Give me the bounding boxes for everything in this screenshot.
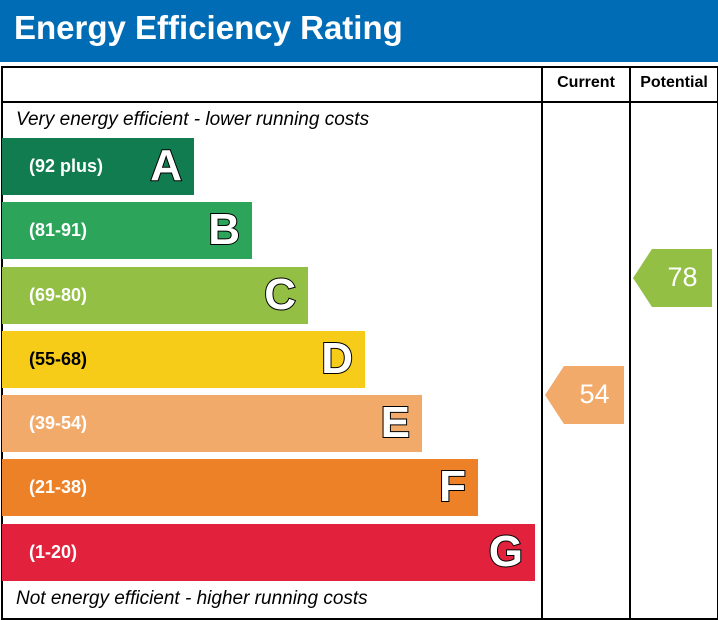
band-letter: E — [380, 397, 411, 448]
band-bar-d: (55-68) D — [2, 331, 365, 388]
bottom-note: Not energy efficient - higher running co… — [16, 588, 368, 609]
band-bar-a: (92 plus) A — [2, 138, 194, 195]
band-letter: F — [438, 461, 467, 512]
band-range: (1-20) — [29, 542, 78, 562]
band-bar-c: (69-80) C — [2, 267, 308, 324]
potential-rating-value: 78 — [667, 262, 698, 292]
current-rating-arrow: 54 — [545, 366, 624, 424]
column-divider — [629, 66, 631, 618]
band-range: (81-91) — [29, 220, 88, 240]
band-letter: D — [320, 333, 354, 384]
band-range: (21-38) — [29, 477, 88, 497]
band-range: (39-54) — [29, 413, 88, 433]
band-letter: C — [263, 269, 297, 320]
header-bar: Energy Efficiency Rating — [0, 0, 718, 62]
potential-rating-arrow: 78 — [633, 249, 712, 307]
band-range: (55-68) — [29, 349, 88, 369]
top-note: Very energy efficient - lower running co… — [16, 109, 370, 130]
band-bar-b: (81-91) B — [2, 202, 252, 259]
band-letter: A — [149, 140, 183, 191]
band-bar-f: (21-38) F — [2, 459, 478, 516]
band-bar-e: (39-54) E — [2, 395, 422, 452]
header-divider — [1, 101, 717, 103]
chart-title: Energy Efficiency Rating — [14, 9, 403, 46]
current-rating-value: 54 — [579, 379, 610, 409]
current-column-header: Current — [557, 74, 615, 91]
column-divider — [541, 66, 543, 618]
potential-column-header: Potential — [640, 74, 708, 91]
band-letter: G — [488, 526, 524, 577]
band-letter: B — [207, 204, 241, 255]
band-range: (92 plus) — [29, 156, 104, 176]
band-bar-g: (1-20) G — [2, 524, 535, 581]
band-range: (69-80) — [29, 285, 88, 305]
